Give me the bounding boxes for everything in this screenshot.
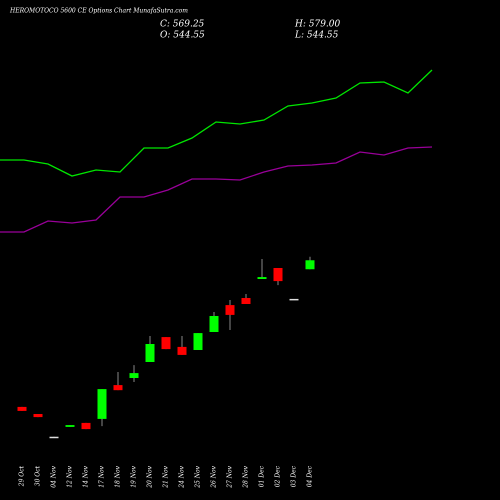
x-tick-label: 03 Dec [291,465,298,487]
x-tick-label: 12 Nov [67,465,74,487]
candle-body [225,305,235,315]
x-tick-label: 17 Nov [99,465,106,487]
x-tick-label: 26 Nov [211,465,218,488]
candle-body [177,346,187,355]
candle-body [129,373,139,378]
candle-body [161,337,171,350]
x-tick-label: 30 Oct [35,465,42,486]
candle-body [273,268,283,282]
indicator-line [0,146,433,233]
candle-body [257,277,267,279]
chart-title: HEROMOTOCO 5600 CE Options Chart MunafaS… [9,8,188,15]
stat-high: H: 579.00 [294,20,341,30]
candle-body [113,385,123,391]
x-tick-label: 04 Dec [307,465,314,487]
x-tick-label: 24 Nov [179,465,186,488]
stat-open: O: 544.55 [160,31,205,41]
candle-body [241,298,251,304]
x-tick-label: 19 Nov [131,465,138,487]
x-tick-label: 01 Dec [259,465,266,487]
x-tick-label: 27 Nov [227,465,234,488]
x-tick-label: 29 Oct [19,465,26,487]
x-tick-label: 14 Nov [83,465,90,487]
stat-low: L: 544.55 [294,31,339,41]
candle-body [145,344,155,362]
x-tick-label: 18 Nov [115,465,122,487]
candle-body [81,422,91,430]
x-tick-label: 02 Dec [275,465,282,487]
candle-body [289,298,299,301]
candle-body [17,406,27,411]
candle-body [193,333,203,350]
x-tick-label: 20 Nov [147,465,154,488]
x-tick-label: 04 Nov [51,465,58,487]
candle-body [209,316,219,332]
candle-body [97,389,107,419]
x-tick-label: 28 Nov [243,465,250,488]
indicator-line [0,69,433,177]
candle-body [305,260,315,270]
stat-close: C: 569.25 [160,20,205,30]
candle-body [33,414,43,418]
candle-body [49,436,59,439]
x-tick-label: 25 Nov [195,465,202,488]
x-tick-label: 21 Nov [163,465,170,488]
candle-body [65,425,75,427]
